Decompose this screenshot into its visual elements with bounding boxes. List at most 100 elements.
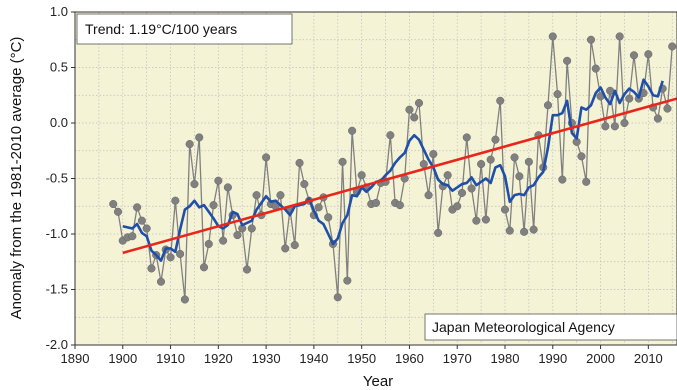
annual-point: [453, 202, 462, 211]
annual-point: [137, 216, 146, 225]
annual-point: [591, 64, 600, 73]
annual-point: [457, 188, 467, 197]
annual-point: [582, 177, 591, 186]
annual-point: [615, 32, 624, 41]
x-tick-label: 1900: [108, 351, 137, 366]
annual-point: [252, 191, 261, 200]
x-tick-label: 1910: [156, 351, 185, 366]
y-tick-label: -1.0: [46, 226, 68, 241]
annual-point: [563, 56, 572, 65]
y-tick-label: 0.0: [50, 115, 68, 130]
x-tick-label: 1980: [491, 351, 520, 366]
annual-point: [620, 118, 629, 128]
annual-point: [371, 198, 381, 207]
annual-point: [290, 241, 299, 250]
annual-point: [176, 249, 185, 259]
y-axis-ticks: 1.0 0.5 0.0 -0.5 -1.0 -1.5 -2.0: [46, 4, 75, 352]
annual-point: [223, 183, 232, 192]
annual-point: [462, 133, 471, 142]
trend-annotation: Trend: 1.19°C/100 years: [76, 13, 293, 45]
annual-point: [343, 276, 352, 285]
annual-point: [586, 35, 596, 44]
annual-point: [395, 201, 404, 210]
annual-point: [668, 42, 677, 51]
y-tick-label: -0.5: [46, 171, 68, 186]
annual-point: [180, 295, 189, 304]
annual-point: [558, 175, 567, 184]
annual-point: [653, 114, 662, 123]
annual-point: [577, 152, 586, 161]
annual-point: [324, 213, 333, 222]
annual-point: [405, 105, 414, 114]
annual-point: [491, 135, 500, 144]
x-axis-ticks: 1890 1900 1910 1920 1930 1940 1950 1960 1970 1980…: [61, 345, 663, 366]
annual-point: [477, 160, 486, 169]
y-tick-label: 0.5: [50, 60, 68, 75]
x-axis-title: Year: [363, 373, 393, 390]
annual-point: [515, 172, 524, 181]
y-axis-title: Anomaly from the 1981-2010 average (°C): [8, 37, 25, 320]
x-tick-label: 1990: [538, 351, 567, 366]
annual-point: [142, 224, 151, 233]
moving-average-line: [122, 78, 664, 262]
annual-point: [281, 244, 290, 253]
annual-point: [644, 50, 653, 59]
annual-point: [520, 227, 529, 236]
x-tick-label: 1950: [347, 351, 376, 366]
annual-point: [625, 94, 634, 103]
annual-point: [443, 171, 452, 180]
trend-line: [122, 97, 677, 255]
annual-point: [414, 98, 424, 108]
x-tick-label: 1890: [61, 351, 90, 366]
annual-point: [424, 191, 433, 200]
annual-point: [524, 157, 533, 166]
trend-annotation-text: Trend: 1.19°C/100 years: [85, 21, 237, 37]
plot-border: [74, 11, 677, 346]
annual-point: [190, 180, 199, 189]
x-tick-label: 2010: [634, 351, 663, 366]
y-tick-label: -1.5: [46, 282, 68, 297]
annual-point: [429, 150, 438, 159]
annual-point: [610, 122, 619, 131]
annual-point: [529, 225, 538, 234]
annual-point: [357, 171, 366, 180]
y-tick-label: 1.0: [50, 4, 68, 19]
annual-point: [472, 216, 481, 225]
annual-point: [314, 203, 323, 212]
annual-point: [166, 253, 175, 262]
annual-point: [209, 201, 218, 210]
annual-point: [171, 196, 180, 205]
annual-point: [467, 184, 476, 193]
annual-point: [548, 32, 557, 41]
annual-point: [247, 224, 256, 233]
annual-point: [434, 228, 443, 237]
agency-annotation: Japan Meteorological Agency: [424, 313, 677, 341]
annual-point: [147, 264, 156, 273]
annual-point: [300, 180, 309, 189]
annual-point: [505, 226, 514, 235]
annual-point: [185, 140, 194, 149]
annual-point: [481, 215, 490, 224]
annual-point: [128, 232, 137, 241]
annual-point: [410, 113, 419, 122]
annual-point: [629, 51, 639, 60]
moving-average-series: [122, 78, 664, 262]
annual-point: [199, 263, 209, 272]
annual-point: [543, 101, 553, 110]
annual-point: [219, 236, 228, 245]
annual-point: [496, 96, 505, 105]
annual-point: [276, 191, 285, 200]
annual-point: [510, 153, 519, 162]
annual-point: [419, 160, 428, 169]
annual-point: [262, 153, 271, 162]
annual-point: [601, 122, 610, 131]
y-tick-label: -2.0: [46, 337, 68, 352]
annual-point: [663, 104, 672, 113]
x-tick-label: 1940: [299, 351, 328, 366]
annual-point: [214, 176, 223, 185]
annual-point: [386, 131, 395, 140]
annual-point: [195, 133, 204, 142]
trend-series: [122, 97, 677, 255]
annual-point: [338, 157, 347, 166]
